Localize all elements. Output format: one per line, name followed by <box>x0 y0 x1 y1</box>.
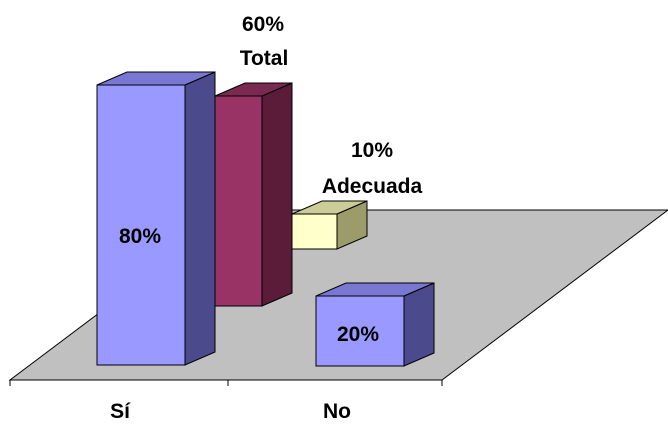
category-label-no: No <box>323 400 351 423</box>
bar-side <box>184 71 216 366</box>
bar-series1-no <box>315 282 435 367</box>
bar-group <box>96 71 435 367</box>
bar-side <box>403 282 435 367</box>
bar-series1-si <box>96 71 216 366</box>
data-label-si-series1: 80% <box>119 225 161 248</box>
bar-front <box>291 213 338 250</box>
bar-side <box>261 82 293 307</box>
bar-front <box>214 95 263 307</box>
bar-front <box>96 84 186 366</box>
data-label-adecuada-value: 10% <box>351 139 393 162</box>
data-label-total-name: Total <box>240 47 289 70</box>
bar-series2-si <box>214 82 293 307</box>
data-label-total-value: 60% <box>242 13 284 36</box>
bar-front <box>315 295 405 367</box>
data-label-no-series1: 20% <box>337 323 379 346</box>
category-label-si: Sí <box>110 400 131 423</box>
data-label-adecuada-name: Adecuada <box>322 175 423 198</box>
bar-series3-si <box>291 200 368 250</box>
